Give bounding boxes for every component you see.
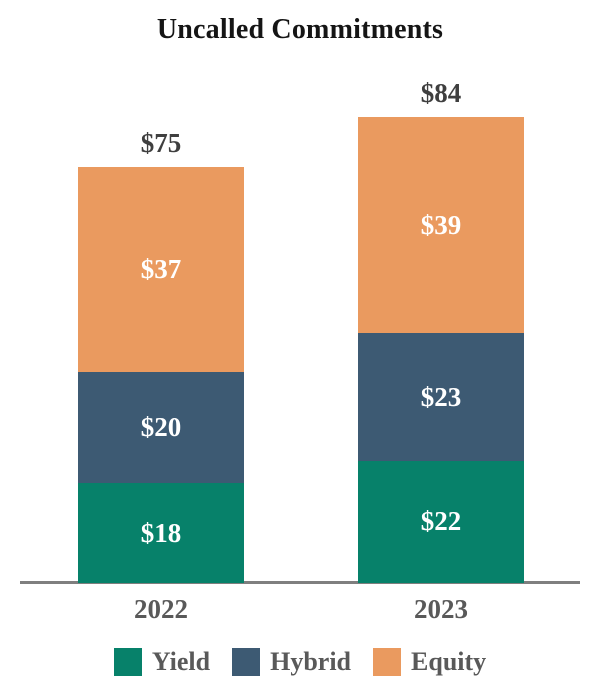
legend-item-yield: Yield	[113, 647, 211, 676]
bar-segment-2022-equity: $37	[78, 166, 244, 373]
bar-segment-2023-hybrid: $23	[358, 333, 524, 461]
x-axis-line	[20, 581, 580, 584]
bar-segment-label: $20	[140, 412, 182, 443]
bar-segment-2022-hybrid: $20	[78, 372, 244, 484]
bar-segment-2023-yield: $22	[358, 460, 524, 583]
legend-swatch-hybrid	[232, 648, 261, 676]
bar-total-label-2023: $84	[420, 78, 462, 108]
bar-segment-2023-equity: $39	[358, 117, 524, 334]
x-axis-label-2022: 2022	[134, 594, 188, 624]
legend-item-equity: Equity	[373, 648, 486, 676]
legend-swatch-yield	[113, 648, 142, 676]
bar-segment-label: $23	[420, 381, 462, 412]
bar-segment-label: $39	[420, 209, 462, 240]
x-axis-label-2023: 2023	[414, 594, 468, 624]
chart-title: Uncalled Commitments	[156, 14, 444, 45]
bar-segment-2022-yield: $18	[78, 483, 244, 583]
bar-total-label-2022: $75	[140, 127, 182, 158]
bar-segment-label: $18	[140, 517, 182, 548]
legend-swatch-equity	[373, 648, 402, 676]
bar-segment-label: $22	[420, 506, 462, 537]
legend-item-hybrid: Hybrid	[232, 648, 351, 676]
bar-segment-label: $37	[140, 254, 182, 285]
legend-label: Yield	[151, 647, 211, 676]
legend-label: Equity	[411, 647, 487, 676]
legend-label: Hybrid	[270, 647, 352, 676]
legend: Yield Hybrid Equity	[0, 648, 600, 676]
